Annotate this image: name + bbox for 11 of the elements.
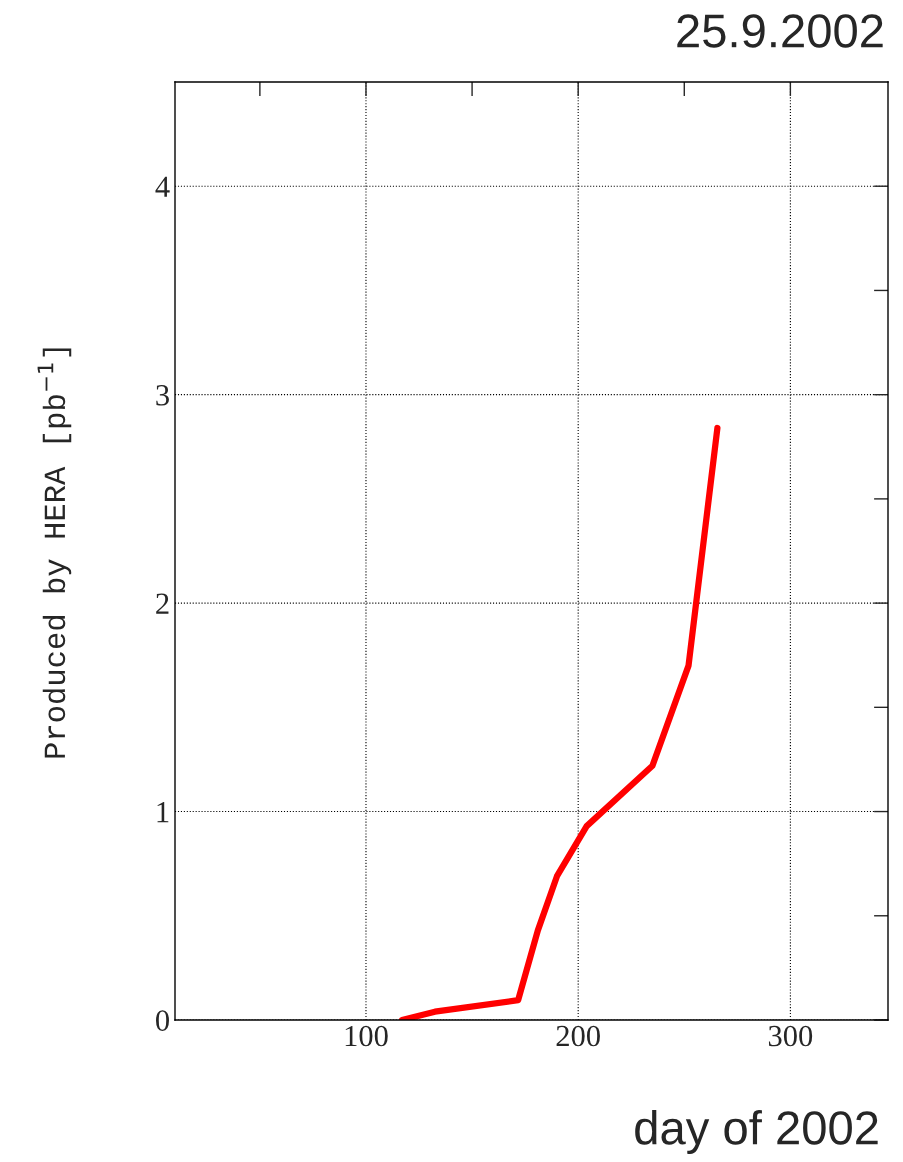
y-tick-label: 2	[156, 593, 169, 614]
y-tick-label: 4	[155, 176, 170, 197]
x-axis-title: day of 2002	[635, 1109, 878, 1155]
x-tick-label: 100	[345, 1025, 388, 1047]
x-tick-label: 300	[768, 1025, 813, 1047]
y-tick-label: 1	[157, 801, 169, 823]
y-tick-label: 0	[156, 1010, 169, 1031]
chart-title: 25.9.2002	[677, 14, 883, 48]
x-tick-label: 200	[556, 1025, 600, 1047]
y-tick-label: 3	[156, 385, 169, 406]
y-axis-title: Produced by HERA [pb$^{−1}$]	[37, 348, 72, 758]
